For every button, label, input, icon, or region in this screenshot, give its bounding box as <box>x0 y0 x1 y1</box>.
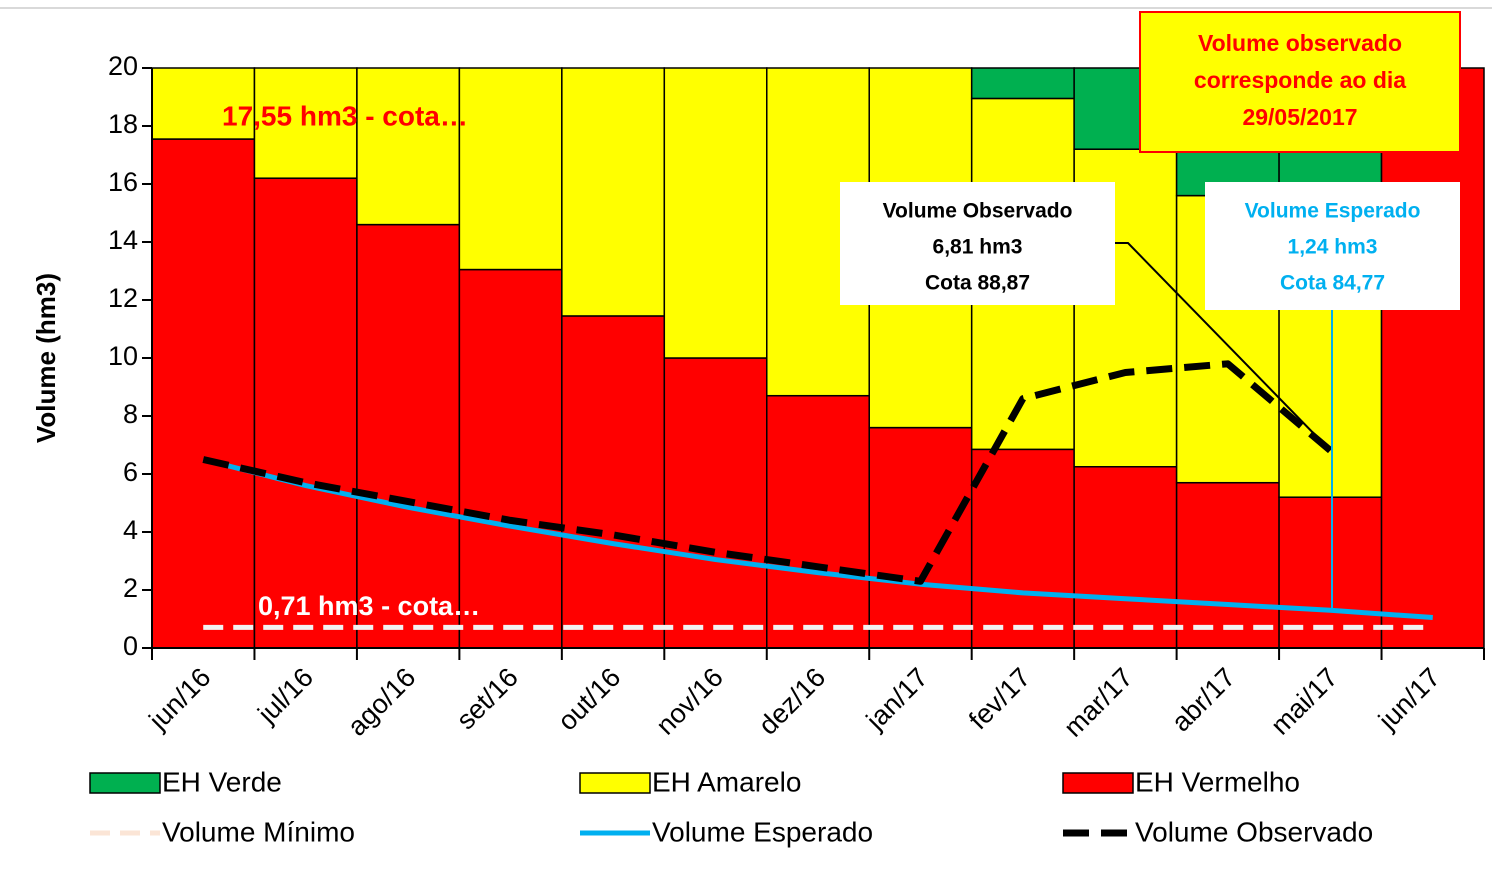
legend-label: Volume Esperado <box>652 816 873 847</box>
bar-segment <box>1278 496 1383 649</box>
note-line: corresponde ao dia <box>1194 67 1406 93</box>
x-tick-label: mar/17 <box>1058 662 1139 743</box>
observed-callout-line: Cota 88,87 <box>925 272 1030 295</box>
x-tick-label: jan/17 <box>860 662 934 736</box>
legend-swatch <box>89 772 161 794</box>
bar-segment <box>663 67 768 359</box>
bar-segment <box>253 177 358 649</box>
bar-segment <box>356 67 461 226</box>
bar-segment <box>458 67 563 271</box>
y-tick-label: 10 <box>108 341 138 371</box>
note-line: Volume observado <box>1198 30 1402 56</box>
x-tick-label: out/16 <box>552 662 626 736</box>
bar-segment <box>1073 466 1178 649</box>
y-axis-label: Volume (hm3) <box>31 273 61 443</box>
bar-segment <box>970 448 1075 649</box>
bar-segment <box>1175 481 1280 649</box>
legend-label: EH Verde <box>162 766 282 797</box>
legend-label: Volume Observado <box>1135 816 1373 847</box>
y-tick-label: 12 <box>108 283 138 313</box>
bar-segment <box>253 67 358 179</box>
bar-segment <box>970 67 1075 100</box>
y-tick-label: 20 <box>108 51 138 81</box>
y-tick-label: 6 <box>123 457 138 487</box>
x-tick-label: jun/16 <box>143 662 217 736</box>
plot-area <box>142 67 1485 660</box>
max-label: 17,55 hm3 - cota… <box>222 100 468 131</box>
expected-callout-box <box>1205 182 1460 310</box>
legend-label: Volume Mínimo <box>162 816 355 847</box>
x-tick-label: dez/16 <box>753 662 832 741</box>
bar-segment <box>561 67 666 317</box>
x-tick-label: set/16 <box>451 662 524 735</box>
legend-label: EH Vermelho <box>1135 766 1300 797</box>
observed-callout-line: 6,81 hm3 <box>933 236 1023 259</box>
x-tick-label: jun/17 <box>1372 662 1446 736</box>
min-label: 0,71 hm3 - cota… <box>258 591 480 621</box>
x-tick-label: nov/16 <box>650 662 729 741</box>
y-tick-label: 18 <box>108 109 138 139</box>
line-series <box>202 457 1433 621</box>
expected-callout-line: 1,24 hm3 <box>1288 236 1378 259</box>
bar-segment <box>356 223 461 649</box>
y-tick-label: 4 <box>123 515 138 545</box>
bar-segment <box>868 426 973 649</box>
line-series <box>202 360 1333 585</box>
legend-swatch <box>1062 772 1134 794</box>
note-line: 29/05/2017 <box>1242 104 1357 130</box>
legend-swatch <box>579 772 651 794</box>
y-tick-label: 16 <box>108 167 138 197</box>
x-tick-label: abr/17 <box>1166 662 1241 737</box>
observed-callout-line: Volume Observado <box>883 200 1073 223</box>
x-tick-label: mai/17 <box>1265 662 1344 741</box>
bar-segment <box>766 394 870 649</box>
y-tick-label: 8 <box>123 399 138 429</box>
observed-callout-box <box>840 182 1115 305</box>
expected-callout-line: Volume Esperado <box>1245 200 1421 223</box>
note-box <box>1139 11 1461 153</box>
annotations: 17,55 hm3 - cota… 0,71 hm3 - cota… Volum… <box>222 11 1461 621</box>
callout-leader <box>1115 242 1332 452</box>
bar-segment <box>151 138 256 649</box>
expected-callout-line: Cota 84,77 <box>1280 272 1385 295</box>
y-tick-label: 0 <box>123 631 138 661</box>
x-tick-label: jul/16 <box>251 662 319 730</box>
bar-segment <box>663 357 768 649</box>
y-tick-label: 2 <box>123 573 138 603</box>
y-tick-label: 14 <box>108 225 138 255</box>
bar-segment <box>1380 67 1485 649</box>
x-tick-label: fev/17 <box>963 662 1036 735</box>
x-tick-label: ago/16 <box>342 662 422 742</box>
bar-segment <box>561 315 666 649</box>
legend-label: EH Amarelo <box>652 766 801 797</box>
